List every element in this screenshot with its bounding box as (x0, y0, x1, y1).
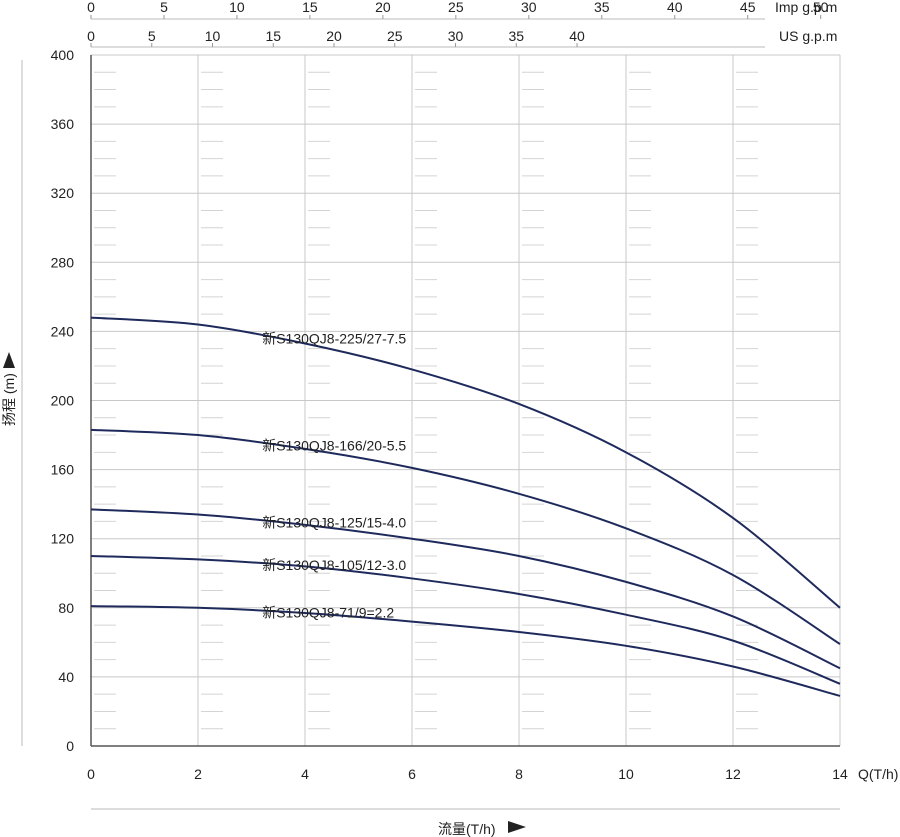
top-imp-tick-label: 45 (740, 0, 756, 15)
y-tick-label: 240 (51, 323, 75, 339)
series-label: 新S130QJ8-166/20-5.5 (262, 437, 406, 453)
y-axis-title-group: 扬程 (m) (1, 352, 17, 426)
top-imp-tick-label: 35 (594, 0, 610, 15)
y-axis-title: 扬程 (m) (1, 373, 17, 426)
grid (90, 54, 841, 747)
series-line (90, 605, 841, 697)
y-tick-label: 120 (51, 531, 75, 547)
y-tick-label: 80 (58, 600, 74, 616)
y-tick-label: 0 (66, 738, 74, 754)
top-us-tick-label: 40 (569, 28, 585, 44)
top-us-tick-label: 20 (326, 28, 342, 44)
x-tick-label: 12 (725, 766, 741, 782)
y-tick-label: 360 (51, 116, 75, 132)
y-tick-label: 400 (51, 47, 75, 63)
top-imp-tick-label: 40 (667, 0, 683, 15)
top-us-tick-label: 0 (87, 28, 95, 44)
series-line (90, 316, 841, 609)
bottom-flow-label: 流量(T/h) (438, 821, 496, 837)
top-imp-tick-label: 10 (229, 0, 245, 15)
x-axis-title: Q(T/h) (858, 766, 898, 782)
y-tick-label: 320 (51, 185, 75, 201)
top-imp-tick-label: 25 (448, 0, 464, 15)
y-tick-label: 40 (58, 669, 74, 685)
top-us-tick-label: 10 (205, 28, 221, 44)
series-line (90, 428, 841, 645)
x-tick-label: 0 (87, 766, 95, 782)
x-tick-label: 4 (301, 766, 309, 782)
series-label: 新S130QJ8-105/12-3.0 (262, 557, 406, 573)
top-us-tick-label: 25 (387, 28, 403, 44)
series-label: 新S130QJ8-125/15-4.0 (262, 515, 406, 531)
x-tick-label: 6 (408, 766, 416, 782)
top-us-axis-title: US g.p.m (779, 28, 837, 44)
y-tick-label: 280 (51, 254, 75, 270)
top-us-tick-label: 30 (448, 28, 464, 44)
top-us-tick-label: 35 (508, 28, 524, 44)
series-line (90, 508, 841, 670)
x-tick-label: 8 (515, 766, 523, 782)
x-tick-label: 10 (618, 766, 634, 782)
series-line (90, 554, 841, 685)
top-imp-tick-label: 0 (87, 0, 95, 15)
series-lines (90, 316, 841, 697)
tick-labels: 0 2 4 6 8 10 12 1404080120160200240280320360400… (51, 0, 848, 782)
bottom-arrow-icon (508, 821, 526, 833)
top-imp-tick-label: 30 (521, 0, 537, 15)
top-imp-tick-label: 20 (375, 0, 391, 15)
x-tick-label: 2 (194, 766, 202, 782)
axes (21, 15, 840, 810)
series-labels: 新S130QJ8-225/27-7.5 新S130QJ8-166/20-5.5 新S… (262, 330, 406, 620)
x-tick-label: 14 (832, 766, 848, 782)
top-imp-tick-label: 5 (160, 0, 168, 15)
y-tick-label: 200 (51, 393, 75, 409)
y-tick-label: 160 (51, 462, 75, 478)
y-arrow-icon (3, 352, 15, 368)
top-imp-tick-label: 15 (302, 0, 318, 15)
top-us-tick-label: 15 (265, 28, 281, 44)
top-us-tick-label: 5 (148, 28, 156, 44)
series-label: 新S130QJ8-71/9=2.2 (262, 604, 394, 620)
top-imp-axis-title: Imp g.p.m (775, 0, 837, 15)
series-label: 新S130QJ8-225/27-7.5 (262, 330, 406, 346)
top-imp-tick-label: 50 (813, 0, 829, 15)
